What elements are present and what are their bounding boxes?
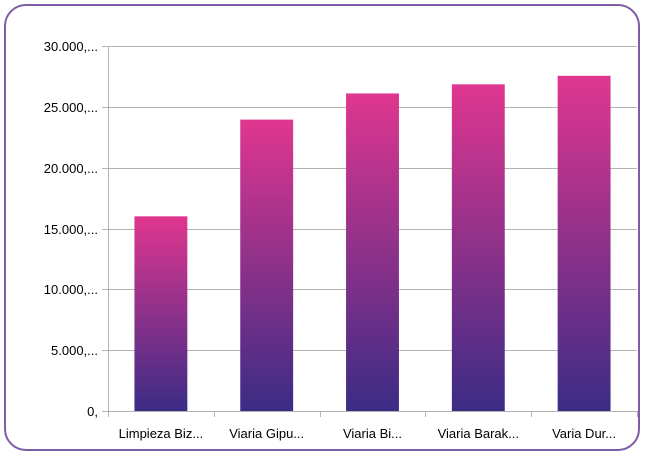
bars	[134, 75, 611, 411]
axes	[108, 46, 638, 417]
bar	[557, 75, 611, 411]
y-tick-label: 20.000,...	[44, 161, 98, 176]
y-tick-label: 25.000,...	[44, 100, 98, 115]
y-tick-label: 10.000,...	[44, 282, 98, 297]
chart-frame	[4, 4, 640, 451]
bar	[134, 216, 188, 411]
y-tick-label: 15.000,...	[44, 222, 98, 237]
x-tick-label: Limpieza Biz...	[119, 426, 204, 441]
y-tick-label: 30.000,...	[44, 39, 98, 54]
x-tick-label: Varia Dur...	[552, 426, 616, 441]
bar	[346, 93, 399, 411]
x-tick-label: Viaria Gipu...	[229, 426, 304, 441]
bar	[240, 119, 294, 411]
x-tick-labels: Limpieza Biz... Viaria Gipu... Viaria Bi..…	[119, 426, 617, 441]
y-tick-label: 5.000,...	[51, 343, 98, 358]
bar	[451, 84, 505, 411]
x-tick-label: Viaria Bi...	[343, 426, 402, 441]
y-tick-labels: 0, 5.000,... 10.000,... 15.000,... 20.000,..…	[44, 39, 98, 419]
y-tick-label: 0,	[87, 404, 98, 419]
x-tick-label: Viaria Barak...	[438, 426, 519, 441]
